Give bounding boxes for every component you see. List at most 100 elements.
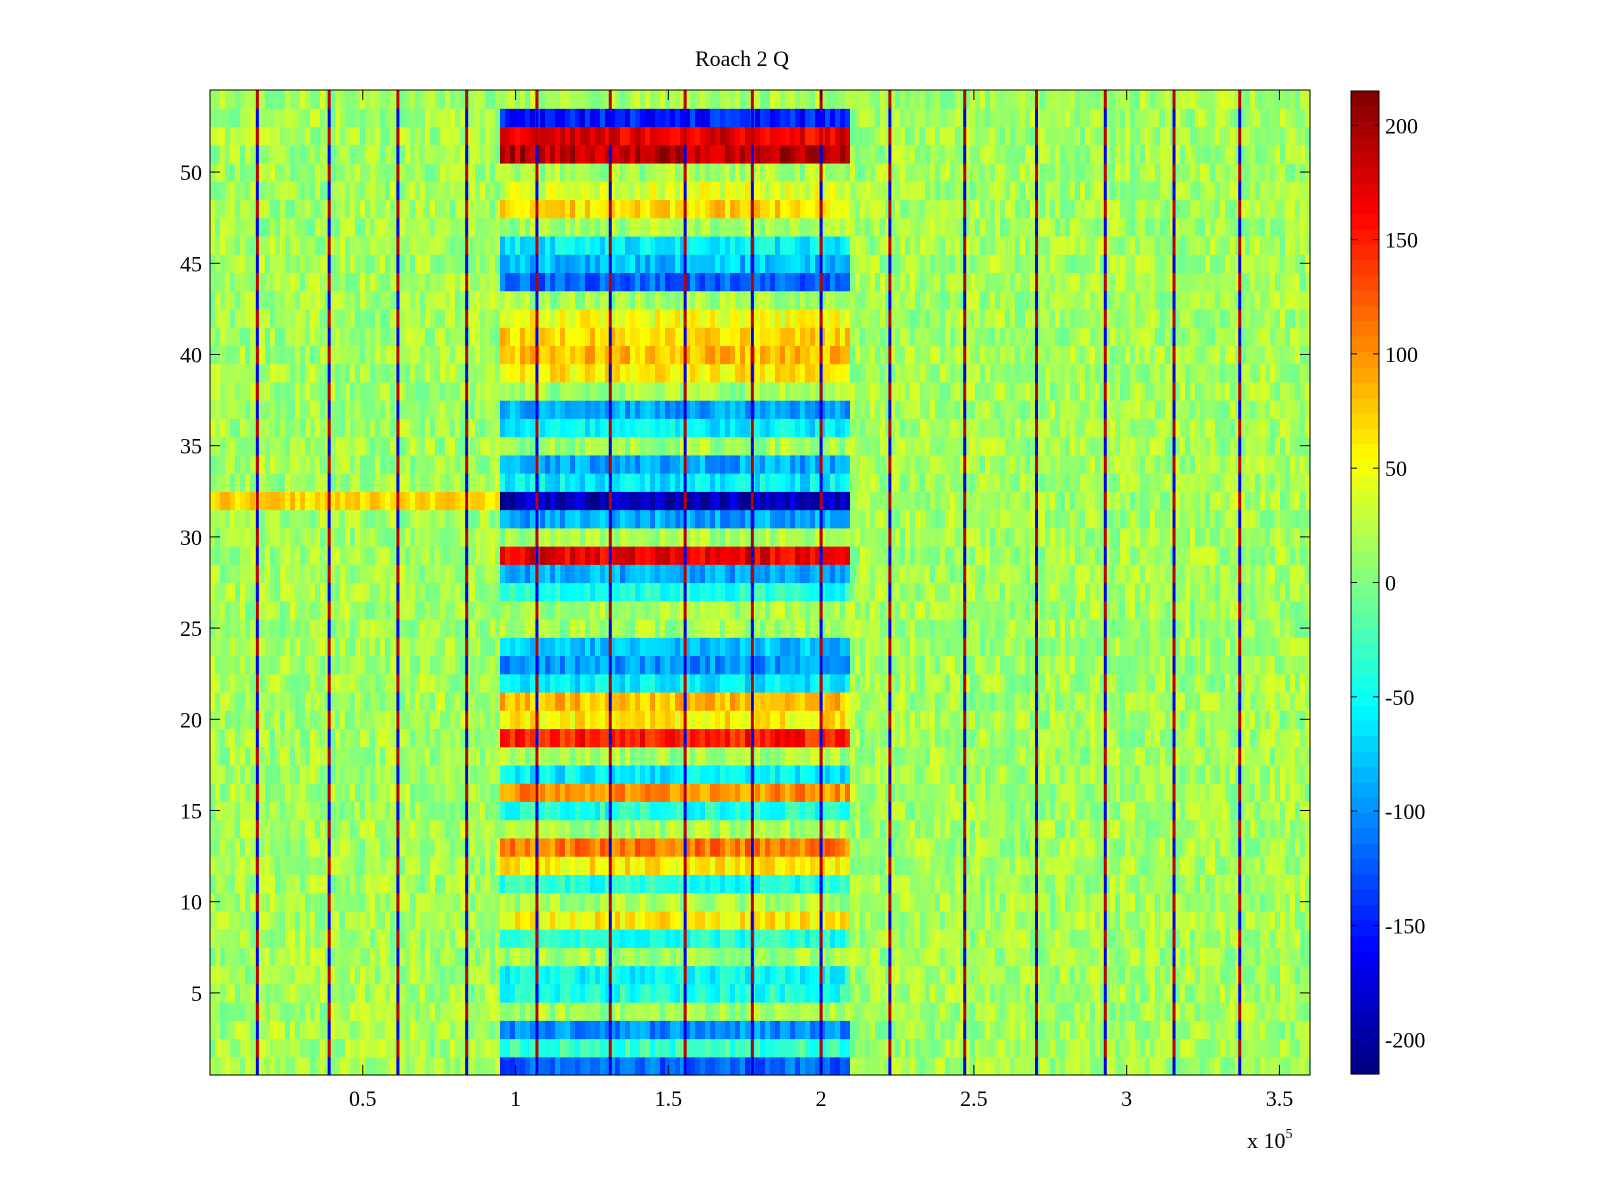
heatmap-cell: [575, 765, 581, 784]
heatmap-cell: [1090, 801, 1096, 820]
heatmap-cell: [475, 747, 481, 766]
heatmap-cell: [1130, 692, 1136, 711]
heatmap-cell: [745, 1057, 751, 1076]
heatmap-cell: [650, 674, 656, 693]
heatmap-cell: [515, 856, 521, 875]
heatmap-cell: [365, 655, 371, 674]
heatmap-cell: [345, 1057, 351, 1076]
heatmap-cell: [600, 1002, 606, 1021]
heatmap-cell: [265, 966, 271, 985]
heatmap-cell: [445, 765, 451, 784]
heatmap-cell: [795, 966, 801, 985]
heatmap-cell: [310, 929, 316, 948]
heatmap-cell: [835, 1002, 841, 1021]
heatmap-cell: [335, 947, 341, 966]
heatmap-cell: [510, 728, 516, 747]
heatmap-cell: [600, 929, 606, 948]
heatmap-cell: [1065, 966, 1071, 985]
heatmap-cell: [1230, 728, 1236, 747]
heatmap-cell: [265, 893, 271, 912]
heatmap-cell: [230, 1039, 236, 1058]
heatmap-cell: [875, 893, 881, 912]
heatmap-cell: [665, 801, 671, 820]
heatmap-cell: [260, 984, 266, 1003]
heatmap-cell: [245, 674, 251, 693]
heatmap-cell: [780, 747, 786, 766]
heatmap-cell: [700, 1020, 706, 1039]
heatmap-cell: [240, 674, 246, 693]
heatmap-cell: [1030, 838, 1036, 857]
heatmap-cell: [550, 1057, 556, 1076]
heatmap-cell: [1155, 929, 1161, 948]
heatmap-cell: [720, 1020, 726, 1039]
heatmap-cell: [995, 783, 1001, 802]
heatmap-cell: [1060, 692, 1066, 711]
heatmap-cell: [400, 947, 406, 966]
heatmap-cell: [1025, 911, 1031, 930]
heatmap-cell: [825, 1020, 831, 1039]
heatmap-cell: [580, 728, 586, 747]
heatmap-cell: [380, 801, 386, 820]
heatmap-cell: [795, 929, 801, 948]
heatmap-cell: [1085, 947, 1091, 966]
heatmap-cell: [1075, 728, 1081, 747]
heatmap-cell: [525, 674, 531, 693]
heatmap-cell: [1140, 838, 1146, 857]
heatmap-cell: [615, 1057, 621, 1076]
heatmap-cell: [1250, 874, 1256, 893]
heatmap-cell: [1180, 966, 1186, 985]
heatmap-cell: [450, 966, 456, 985]
heatmap-cell: [285, 966, 291, 985]
heatmap-cell: [335, 820, 341, 839]
heatmap-cell: [1205, 801, 1211, 820]
heatmap-cell: [400, 1057, 406, 1076]
heatmap-cell: [1275, 783, 1281, 802]
heatmap-cell: [770, 692, 776, 711]
heatmap-cell: [690, 765, 696, 784]
heatmap-cell: [300, 984, 306, 1003]
heatmap-cell: [835, 929, 841, 948]
heatmap-cell: [1210, 747, 1216, 766]
heatmap-cell: [905, 728, 911, 747]
heatmap-cell: [1060, 1020, 1066, 1039]
heatmap-cell: [405, 655, 411, 674]
heatmap-cell: [1075, 966, 1081, 985]
heatmap-cell: [1130, 911, 1136, 930]
heatmap-cell: [510, 1039, 516, 1058]
heatmap-cell: [725, 801, 731, 820]
heatmap-cell: [310, 801, 316, 820]
heatmap-cell: [860, 838, 866, 857]
heatmap-cell: [530, 929, 536, 948]
heatmap-cell: [1000, 692, 1006, 711]
heatmap-cell: [705, 674, 711, 693]
heatmap-cell: [1165, 820, 1171, 839]
heatmap-cell: [500, 947, 506, 966]
heatmap-cell: [1070, 674, 1076, 693]
heatmap-cell: [870, 1002, 876, 1021]
heatmap-cell: [545, 783, 551, 802]
heatmap-cell: [400, 984, 406, 1003]
heatmap-cell: [480, 1020, 486, 1039]
heatmap-cell: [375, 874, 381, 893]
heatmap-cell: [1120, 1057, 1126, 1076]
heatmap-cell: [400, 674, 406, 693]
heatmap-cell: [1155, 856, 1161, 875]
heatmap-cell: [865, 710, 871, 729]
heatmap-cell: [1015, 783, 1021, 802]
heatmap-cell: [1010, 1020, 1016, 1039]
heatmap-cell: [405, 1020, 411, 1039]
heatmap-cell: [1285, 838, 1291, 857]
heatmap-cell: [375, 747, 381, 766]
heatmap-cell: [780, 929, 786, 948]
heatmap-cell: [715, 838, 721, 857]
heatmap-cell: [1120, 947, 1126, 966]
heatmap-cell: [240, 728, 246, 747]
heatmap-cell: [1130, 1002, 1136, 1021]
heatmap-cell: [370, 947, 376, 966]
heatmap-cell: [1270, 674, 1276, 693]
heatmap-cell: [490, 984, 496, 1003]
heatmap-cell: [1055, 728, 1061, 747]
heatmap-cell: [910, 747, 916, 766]
heatmap-cell: [490, 947, 496, 966]
heatmap-cell: [1085, 801, 1091, 820]
